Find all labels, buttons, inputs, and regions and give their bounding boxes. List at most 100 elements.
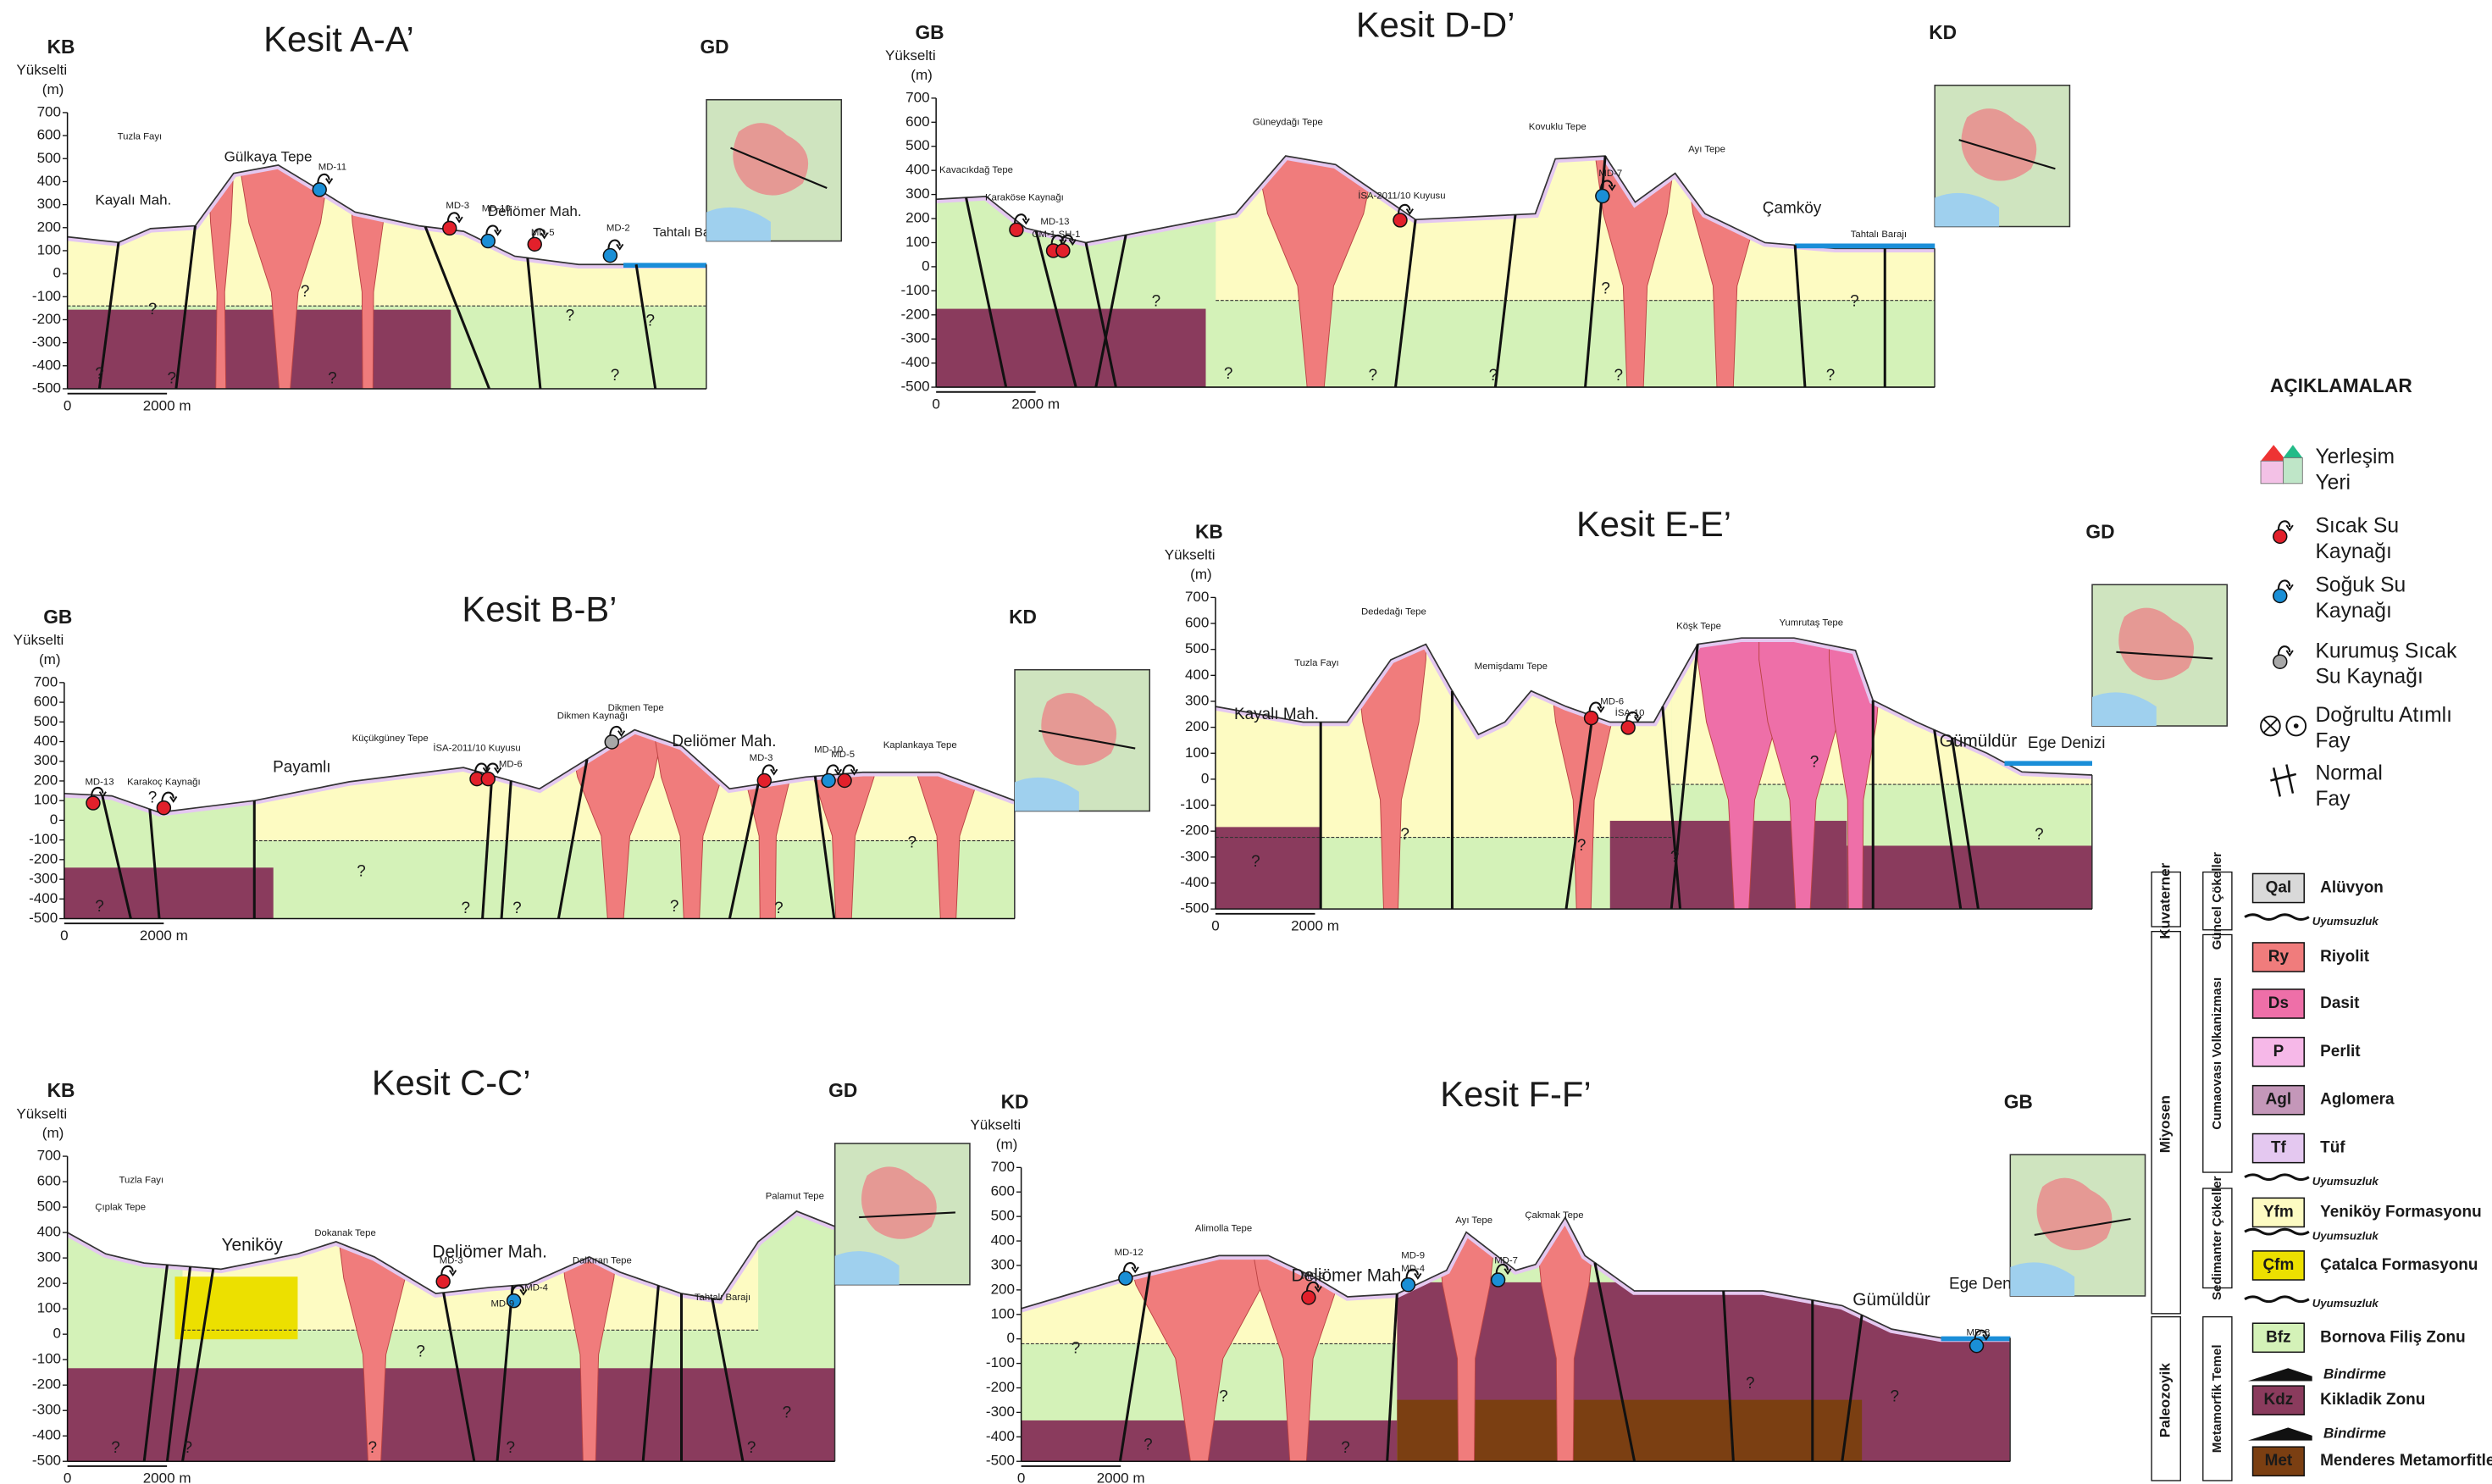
place-label: Kovuklu Tepe	[1529, 122, 1587, 132]
scale-start: 0	[64, 1470, 71, 1484]
place-label: Gümüldür	[1852, 1290, 1930, 1310]
settlement-house	[2261, 461, 2284, 484]
place-label: Kayalı Mah.	[1234, 706, 1319, 723]
tick-label: 0	[1007, 1330, 1015, 1346]
place-label: ?	[747, 1439, 756, 1457]
tick-label: 300	[34, 752, 58, 768]
tick-label: 400	[905, 162, 929, 178]
legend-label: Kaynağı	[2315, 600, 2391, 623]
place-label: MD-7	[1598, 169, 1622, 179]
tick-label: 700	[905, 89, 929, 105]
unit-code: Ds	[2268, 994, 2289, 1012]
tick-label: 300	[37, 1249, 61, 1265]
tick-label: 500	[34, 713, 58, 729]
fault-symbol	[2294, 723, 2299, 728]
axis-unit: (m)	[1190, 566, 1212, 582]
place-label: ?	[907, 833, 917, 851]
place-label: ?	[1614, 367, 1624, 385]
section-panel: 7006005004003002001000-100-200-300-400-5…	[16, 19, 841, 414]
geology	[64, 635, 1015, 923]
spring	[1492, 1273, 1505, 1287]
legend-label: Yerleşim	[2315, 446, 2395, 468]
place-label: ?	[1850, 293, 1859, 311]
legend-label: Normal	[2315, 761, 2382, 784]
place-label: Palamut Tepe	[766, 1191, 824, 1201]
tick-label: -200	[1180, 822, 1209, 839]
axis-unit: (m)	[39, 651, 61, 667]
place-label: Güneydağı Tepe	[1253, 117, 1323, 127]
place-label: Dalkıran Tepe	[573, 1255, 632, 1265]
place-label: Gümüldür	[1940, 731, 2018, 750]
section-panel: 7006005004003002001000-100-200-300-400-5…	[970, 1074, 2145, 1484]
place-label: Deliömer Mah.	[432, 1242, 547, 1261]
tick-label: -200	[900, 306, 929, 322]
era-label: Paleozoyik	[2157, 1363, 2174, 1438]
settlement-roof	[2261, 445, 2286, 461]
spring	[2273, 655, 2287, 668]
place-label: ?	[2035, 826, 2044, 844]
section-panel: 7006005004003002001000-100-200-300-400-5…	[885, 4, 2069, 412]
place-label: Deliömer Mah.	[488, 203, 582, 219]
tick-label: 400	[37, 173, 61, 189]
spring	[603, 249, 617, 263]
place-label: ?	[95, 365, 104, 383]
panel-frame	[2009, 1338, 2011, 1462]
unit-code: Kdz	[2264, 1391, 2294, 1409]
unconformity	[2245, 1175, 2309, 1180]
tick-label: 700	[34, 673, 58, 689]
direction-right: GD	[828, 1079, 857, 1101]
unit-code: Ry	[2268, 948, 2290, 966]
place-label: ?	[1577, 837, 1587, 855]
direction-left: KB	[47, 36, 75, 58]
tick-label: 200	[905, 210, 929, 226]
scale-end: 2000 m	[1291, 917, 1339, 933]
tick-label: -500	[986, 1453, 1015, 1469]
tick-label: 600	[1185, 615, 1209, 631]
spring	[528, 237, 541, 251]
spring	[481, 772, 495, 786]
lake	[2004, 761, 2092, 766]
direction-left: GB	[916, 21, 944, 43]
place-label: Dikmen Tepe	[608, 703, 664, 713]
place-label: MD-7	[1494, 1255, 1518, 1265]
place-label: Memişdamı Tepe	[1475, 662, 1548, 672]
direction-left: KB	[47, 1079, 75, 1101]
place-label: Payamlı	[273, 758, 330, 776]
unit-kdz	[936, 309, 1205, 388]
axis-label: Yükselti	[970, 1117, 1021, 1133]
tick-label: 100	[37, 241, 61, 257]
place-label: ?	[1368, 367, 1377, 385]
separator-label: Uyumsuzluk	[2312, 1175, 2379, 1188]
place-label: Ayı Tepe	[1455, 1215, 1492, 1226]
tick-label: 300	[905, 186, 929, 202]
place-label: Dokanak Tepe	[314, 1228, 375, 1238]
place-label: MD-4	[1401, 1264, 1425, 1274]
tick-label: -200	[29, 850, 58, 867]
tick-label: -400	[32, 1427, 61, 1443]
tick-label: -300	[900, 330, 929, 346]
spring	[822, 774, 835, 788]
place-label: MD-9	[490, 1298, 514, 1309]
place-label: ?	[357, 863, 366, 881]
tick-label: -500	[900, 379, 929, 395]
settlement-house	[2284, 457, 2303, 483]
place-label: Deliömer Mah.	[1292, 1266, 1407, 1286]
legend-label: Kaynağı	[2315, 540, 2391, 563]
tick-label: 200	[991, 1281, 1015, 1297]
section-panel: 7006005004003002001000-100-200-300-400-5…	[16, 1063, 970, 1484]
place-label: Kavacıkdağ Tepe	[939, 165, 1013, 175]
place-label: ?	[774, 900, 784, 917]
place-label: Kaplankaya Tepe	[883, 740, 957, 750]
spring	[2273, 529, 2287, 543]
place-label: ?	[368, 1439, 378, 1457]
place-label: İSA-2011/10 Kuyusu	[433, 743, 520, 754]
place-label: ?	[1072, 1340, 1081, 1358]
place-label: Gülkaya Tepe	[224, 148, 313, 164]
tick-label: -200	[32, 1376, 61, 1393]
tick-label: 200	[37, 1275, 61, 1291]
direction-left: KB	[1195, 521, 1223, 543]
unit-name: Kikladik Zonu	[2320, 1391, 2425, 1409]
place-label: MD-13	[85, 777, 114, 787]
place-label: Çakmak Tepe	[1525, 1210, 1583, 1221]
place-label: MD-3	[750, 753, 773, 763]
